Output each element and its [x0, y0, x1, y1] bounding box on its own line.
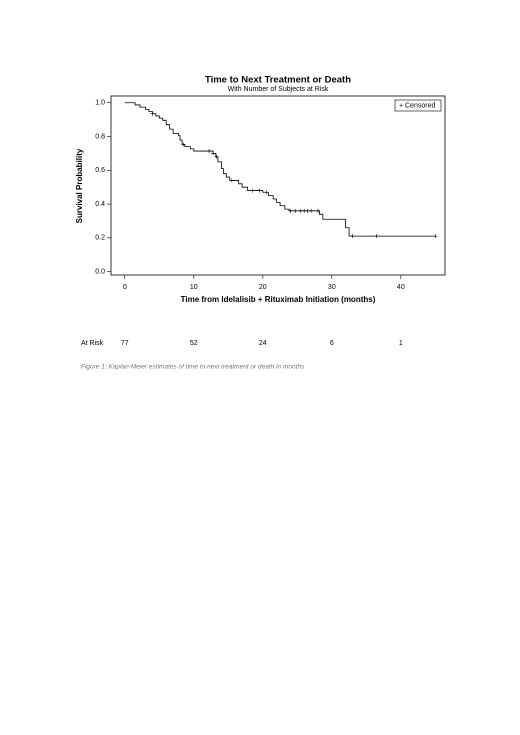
censor-mark — [257, 188, 262, 193]
censor-mark — [298, 208, 303, 213]
y-tick-label: 1.0 — [95, 100, 105, 107]
censor-mark — [433, 234, 438, 239]
at-risk-label: At Risk — [81, 340, 104, 347]
y-tick-label: 0.8 — [95, 133, 105, 140]
censor-mark — [250, 188, 255, 193]
censor-mark — [206, 149, 211, 154]
censor-mark — [302, 208, 307, 213]
censor-mark — [316, 208, 321, 213]
chart-title: Time to Next Treatment or Death — [205, 75, 351, 86]
x-tick-label: 20 — [259, 284, 267, 291]
x-axis-label: Time from Idelalisib + Rituximab Initiat… — [181, 295, 376, 304]
censor-mark — [309, 208, 314, 213]
censor-mark — [214, 154, 219, 159]
censor-mark — [293, 208, 298, 213]
x-tick-label: 10 — [190, 284, 198, 291]
y-tick-label: 0.6 — [95, 167, 105, 174]
legend-box — [394, 99, 442, 112]
at-risk-value: 6 — [330, 340, 334, 347]
x-tick-label: 30 — [328, 284, 336, 291]
legend-label: Censored — [405, 102, 435, 109]
y-tick-label: 0.4 — [95, 201, 105, 208]
censor-mark — [229, 178, 234, 183]
survival-curve — [124, 102, 436, 237]
censor-mark — [150, 111, 155, 116]
y-tick-label: 0.2 — [95, 235, 105, 242]
legend-marker: + — [399, 102, 403, 109]
caption: Figure 1: Kaplan-Meier estimates of time… — [81, 364, 305, 371]
x-tick-label: 0 — [123, 284, 127, 291]
at-risk-value: 52 — [190, 340, 198, 347]
at-risk-value: 77 — [121, 340, 129, 347]
y-axis-label: Survival Probability — [75, 148, 84, 223]
chart-subtitle: With Number of Subjects at Risk — [228, 86, 329, 93]
censor-mark — [264, 190, 269, 195]
censor-mark — [211, 151, 216, 156]
censor-mark — [350, 234, 355, 239]
y-tick-label: 0.0 — [95, 268, 105, 275]
censor-mark — [181, 142, 186, 147]
x-tick-label: 40 — [397, 284, 405, 291]
censor-mark — [374, 234, 379, 239]
plot-frame — [110, 95, 446, 276]
at-risk-value: 1 — [399, 340, 403, 347]
censor-mark — [305, 208, 310, 213]
censor-mark — [288, 208, 293, 213]
at-risk-value: 24 — [259, 340, 267, 347]
